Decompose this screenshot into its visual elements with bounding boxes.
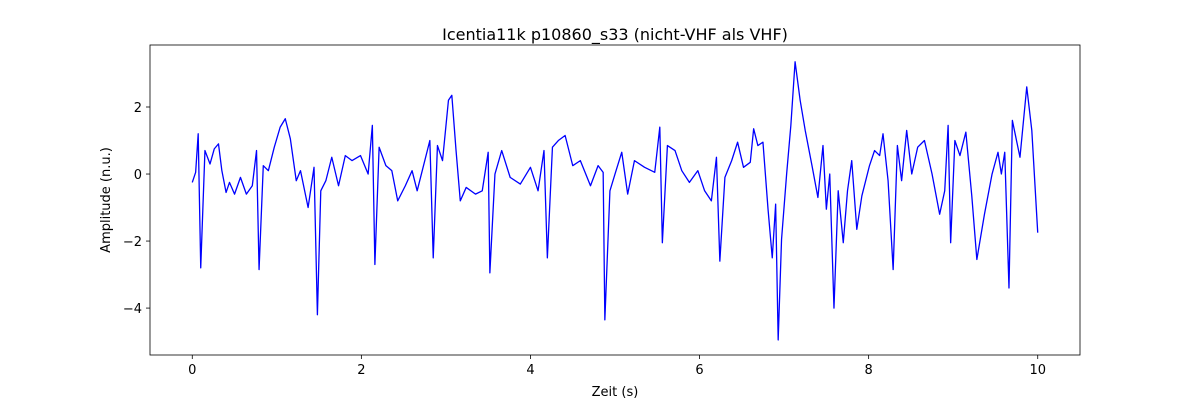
plot-frame xyxy=(149,44,1081,356)
y-tick-label: −2 xyxy=(123,235,142,250)
y-tick-label: 2 xyxy=(134,101,142,116)
x-tick-label: 2 xyxy=(357,363,365,378)
x-tick-label: 10 xyxy=(1029,363,1046,378)
y-axis-label: Amplitude (n.u.) xyxy=(99,147,114,253)
y-tick-label: −4 xyxy=(123,302,142,317)
x-tick-label: 6 xyxy=(695,363,703,378)
x-axis-label: Zeit (s) xyxy=(592,385,639,400)
x-tick-label: 4 xyxy=(526,363,534,378)
signal-line xyxy=(191,61,1039,341)
x-tick-label: 0 xyxy=(188,363,196,378)
y-tick-label: 0 xyxy=(134,168,142,183)
chart-title: Icentia11k p10860_s33 (nicht-VHF als VHF… xyxy=(442,25,788,45)
x-tick-label: 8 xyxy=(864,363,872,378)
